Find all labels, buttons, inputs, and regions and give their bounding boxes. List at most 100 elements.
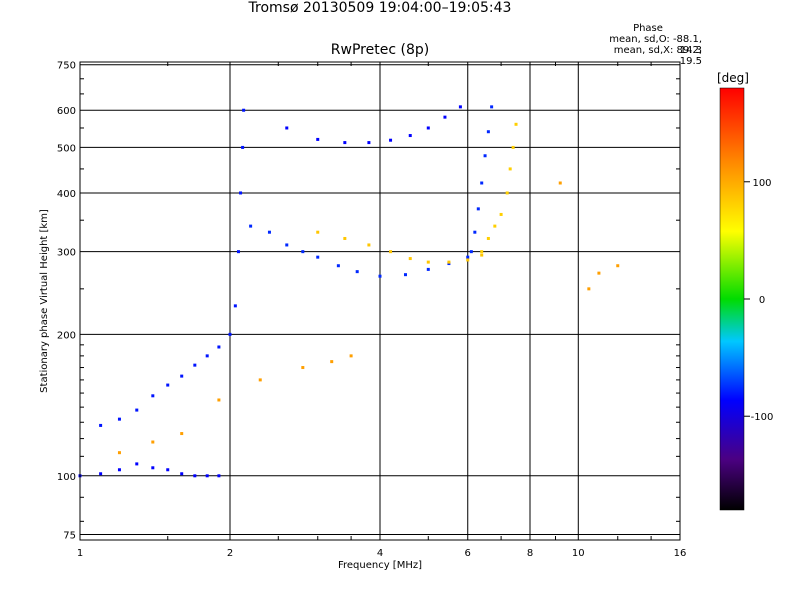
y-tick-label: 750 [57, 61, 76, 72]
data-point [511, 145, 515, 149]
data-point [447, 260, 451, 264]
data-point [301, 250, 305, 254]
chart-subtitle: RwPretec (8p) [330, 42, 430, 58]
grid-layer [80, 62, 680, 540]
plot-frame [79, 61, 681, 541]
data-point [426, 260, 430, 264]
data-point [389, 250, 393, 254]
data-point [242, 108, 246, 112]
data-point [217, 398, 221, 402]
data-point [499, 212, 503, 216]
data-point [151, 394, 155, 398]
data-point [490, 105, 494, 109]
data-point [508, 167, 512, 171]
data-point [367, 243, 371, 247]
data-point [493, 224, 497, 228]
data-point [193, 363, 197, 367]
data-point [336, 264, 340, 268]
data-point [403, 273, 407, 277]
data-point [426, 126, 430, 130]
y-tick-label: 400 [57, 189, 76, 200]
data-point [217, 345, 221, 349]
data-point [205, 354, 209, 358]
data-point [473, 230, 477, 234]
data-point [205, 474, 209, 478]
data-point [349, 354, 353, 358]
x-axis-label: Frequency [MHz] [338, 560, 422, 571]
colorbar-tick-label: -100 [751, 412, 774, 423]
stats-o-mode: mean, sd,O: -88.1, 14.3 [609, 34, 702, 56]
x-tick-label: 4 [377, 548, 383, 559]
data-point [117, 451, 121, 455]
data-point [486, 236, 490, 240]
data-point [233, 304, 237, 308]
y-tick-label: 100 [57, 472, 76, 483]
data-point [180, 472, 184, 476]
x-tick-label: 6 [465, 548, 471, 559]
axis-layer: 1 2 4 6 8 10 16 75 100 200 300 400 500 600 750 [57, 61, 686, 559]
x-tick-label: 2 [227, 548, 233, 559]
chart-title: Tromsø 20130509 19:04:00–19:05:43 [248, 0, 512, 16]
data-point [151, 440, 155, 444]
data-point [193, 474, 197, 478]
data-point [616, 264, 620, 268]
data-point [166, 383, 170, 387]
x-tick-label: 10 [572, 548, 585, 559]
data-point [258, 378, 262, 382]
colorbar-tick-label: 100 [752, 178, 771, 189]
data-point [267, 230, 271, 234]
stats-x-mode: mean, sd,X: 89.2, 19.5 [613, 45, 702, 67]
data-point [408, 134, 412, 138]
x-tick-label: 8 [527, 548, 533, 559]
data-point [166, 468, 170, 472]
data-point [343, 141, 347, 145]
colorbar [719, 87, 745, 511]
data-point [469, 250, 473, 254]
data-point [99, 423, 103, 427]
data-point [180, 432, 184, 436]
data-point [378, 274, 382, 278]
data-point [285, 243, 289, 247]
points-layer [78, 105, 620, 478]
data-point [514, 122, 518, 126]
data-point [316, 230, 320, 234]
x-tick-label: 16 [674, 548, 687, 559]
data-point [151, 466, 155, 470]
data-point [483, 154, 487, 158]
y-axis-label: Stationary phase Virtual Height [km] [39, 209, 50, 393]
data-point [389, 138, 393, 142]
data-point [558, 181, 562, 185]
data-point [316, 137, 320, 141]
colorbar-tick-label: 0 [759, 295, 765, 306]
data-point [443, 115, 447, 119]
data-point [466, 258, 470, 262]
data-point [355, 270, 359, 274]
colorbar-ticks: -100 0 100 [744, 178, 773, 423]
data-point [408, 257, 412, 261]
y-tick-label: 300 [57, 248, 76, 259]
data-point [241, 145, 245, 149]
data-point [135, 462, 139, 466]
data-point [466, 255, 470, 259]
data-point [476, 207, 480, 211]
y-tick-label: 200 [57, 330, 76, 341]
data-point [330, 360, 334, 364]
colorbar-label: [deg] [717, 71, 749, 85]
data-point [458, 105, 462, 109]
data-point [228, 332, 232, 336]
data-point [239, 191, 243, 195]
data-point [135, 408, 139, 412]
data-point [180, 374, 184, 378]
data-point [316, 255, 320, 259]
data-point [597, 271, 601, 275]
data-point [217, 474, 221, 478]
data-point [301, 366, 305, 370]
data-point [117, 417, 121, 421]
data-point [486, 130, 490, 134]
data-point [249, 224, 253, 228]
data-point [367, 141, 371, 145]
y-tick-label: 75 [63, 530, 76, 541]
data-point [99, 472, 103, 476]
y-tick-label: 500 [57, 143, 76, 154]
